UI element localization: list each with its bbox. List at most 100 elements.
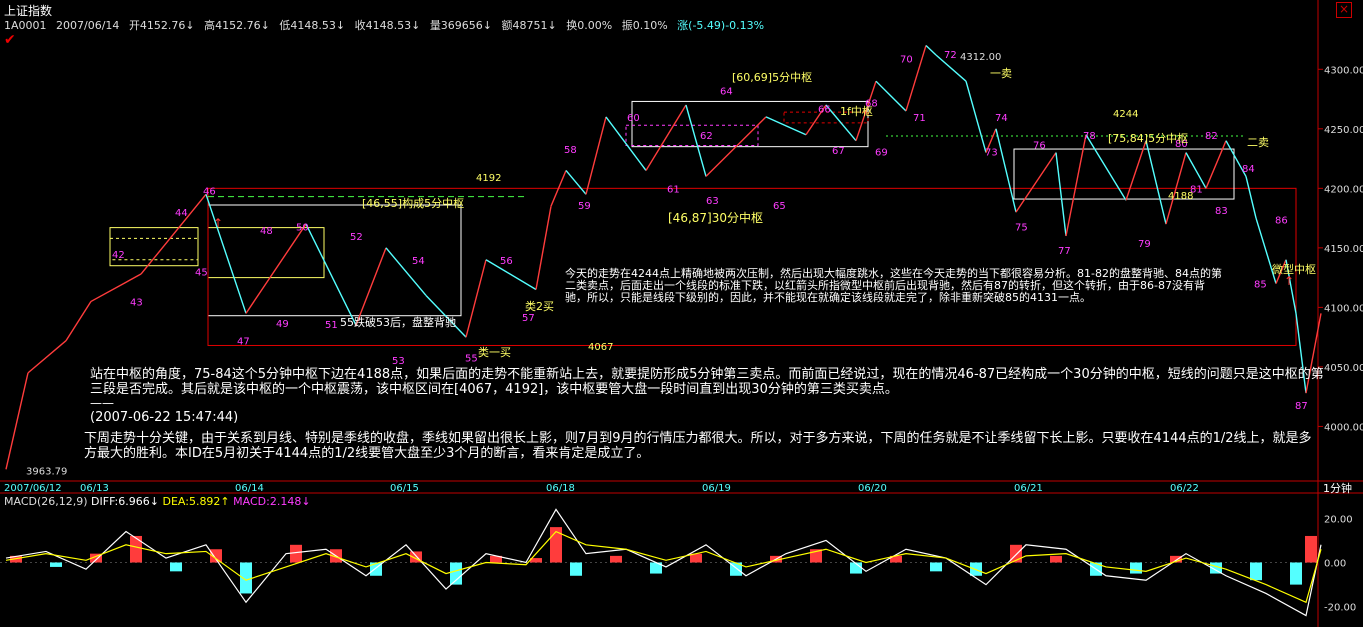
- time-label: 06/18: [546, 483, 575, 494]
- price-segment: [1065, 134, 1087, 237]
- label-box-60-69: [60,69]5分中枢: [732, 70, 812, 84]
- price-segment: [1205, 140, 1227, 189]
- macd-tick-label: 20.00: [1324, 514, 1353, 525]
- price-segment: [705, 116, 767, 177]
- price-segment: [1055, 152, 1067, 237]
- quote-volume: 量369656↓: [429, 19, 493, 32]
- price-segment: [1015, 152, 1057, 213]
- macd-bar: [1210, 562, 1222, 574]
- label-box-75-84: [75,84]5分中枢: [1108, 131, 1188, 145]
- pivot-label: 48: [260, 226, 273, 237]
- price-segment: [140, 193, 207, 275]
- macd-bar: [550, 527, 562, 563]
- pivot-label: 57: [522, 313, 535, 324]
- price-segment: [1145, 140, 1167, 225]
- price-segment: [1305, 313, 1322, 394]
- time-label: 06/15: [390, 483, 419, 494]
- commentary-today: 今天的走势在4244点上精确地被两次压制，然后出现大幅度跳水，这些在今天走势的当…: [565, 267, 1222, 304]
- label-4192: 4192: [476, 173, 501, 184]
- pivot-label: 65: [773, 201, 786, 212]
- pivot-label: 70: [900, 55, 913, 66]
- macd-header: MACD(26,12,9) DIFF:6.966↓ DEA:5.892↑ MAC…: [4, 495, 311, 508]
- pivot-label: 44: [175, 208, 188, 219]
- macd-bar: [240, 562, 252, 594]
- price-segment: [1285, 259, 1297, 314]
- pivot-label: 58: [564, 145, 577, 156]
- price-segment: [1275, 259, 1287, 284]
- macd-bar: [90, 553, 102, 563]
- box-1f: [783, 111, 869, 124]
- macd-bar: [930, 562, 942, 572]
- time-axis: 2007/06/12 06/13 06/14 06/15 06/18 06/19 06/20…: [4, 481, 1352, 495]
- pivot-label: 81: [1190, 184, 1203, 195]
- macd-bar: [570, 562, 582, 576]
- macd-bar: [130, 535, 142, 563]
- time-label: 06/13: [80, 483, 109, 494]
- pivot-label: 71: [913, 113, 926, 124]
- inner-box-42-45: [109, 237, 199, 261]
- macd-bar: [1305, 535, 1317, 563]
- price-axis: 4300.00 4250.00 4200.00 4150.00 4100.00 4050.…: [1318, 65, 1363, 433]
- time-label: 06/20: [858, 483, 887, 494]
- macd-dea: DEA:5.892↑: [162, 495, 230, 508]
- red-arrow-icon: ↑: [1284, 274, 1294, 288]
- price-segment: [1165, 152, 1187, 225]
- macd-bar: [450, 562, 462, 585]
- label-buy-2-like: 类2买: [525, 299, 554, 313]
- price-segment: [1295, 313, 1307, 394]
- dea-line: [5, 530, 1322, 604]
- pivot-label: 85: [1254, 280, 1267, 291]
- macd-bar: [610, 555, 622, 563]
- label-box-46-55: [46,55]构成5分中枢: [362, 196, 464, 210]
- quote-bar: 1A0001 2007/06/14 开4152.76↓ 高4152.76↓ 低4…: [4, 17, 770, 33]
- time-label: 06/22: [1170, 483, 1199, 494]
- high-marker: 4312.00: [960, 52, 1001, 63]
- pivot-label: 55: [465, 353, 478, 364]
- pivot-label: 86: [1275, 215, 1288, 226]
- close-icon[interactable]: ×: [1336, 2, 1352, 18]
- pivot-label: 61: [667, 184, 680, 195]
- pivot-label: 42: [112, 250, 125, 261]
- price-segment: [65, 301, 92, 342]
- quote-change: 涨(-5.49)-0.13%: [677, 19, 765, 32]
- price-segment: [935, 54, 967, 82]
- annotation-labels: 4312.00 3963.79 [46,55]构成5分中枢 [60,69]5分中枢 1f…: [26, 52, 1316, 477]
- time-label: 2007/06/12: [4, 483, 62, 494]
- pivot-label: 78: [1083, 131, 1096, 142]
- label-4067: 4067: [588, 342, 613, 353]
- time-label: 06/14: [235, 483, 264, 494]
- checkmark-icon: ✔: [4, 32, 16, 48]
- price-segment: [1185, 152, 1207, 189]
- macd-bar: [490, 555, 502, 563]
- price-tick-label: 4100.00: [1324, 303, 1363, 314]
- label-box-1f: 1f中枢: [840, 104, 873, 118]
- price-tick-label: 4000.00: [1324, 422, 1363, 433]
- label-note-55: 55跌破53后，盘整背驰: [340, 315, 456, 329]
- pivot-label: 53: [392, 356, 405, 367]
- macd-diff: DIFF:6.966↓: [91, 495, 159, 508]
- price-segment: [1225, 140, 1247, 177]
- commentary-separator: ——: [90, 396, 114, 410]
- price-segment: [1085, 134, 1127, 201]
- price-segment: [5, 372, 29, 470]
- macd-bar: [1250, 562, 1262, 581]
- macd-bar: [50, 562, 62, 567]
- price-segment: [1245, 176, 1257, 219]
- pivot-label: 80: [1175, 139, 1188, 150]
- label-sell-2: 二卖: [1247, 136, 1269, 149]
- macd-bar: [690, 553, 702, 563]
- price-segment: [985, 128, 997, 153]
- price-segment: [1125, 140, 1147, 201]
- macd-bar: [850, 562, 862, 574]
- price-segment: [385, 247, 427, 296]
- macd-bar: [530, 558, 542, 563]
- pivot-label: 51: [325, 320, 338, 331]
- price-segment: [535, 206, 552, 290]
- price-series: [5, 44, 1322, 470]
- quote-amplitude: 振0.10%: [621, 19, 668, 32]
- commentary-center: 站在中枢的角度，75-84这个5分钟中枢下边在4188点，如果后面的走势不能重新…: [90, 367, 1324, 397]
- price-segment: [1255, 217, 1277, 284]
- macd-bar: [1130, 562, 1142, 574]
